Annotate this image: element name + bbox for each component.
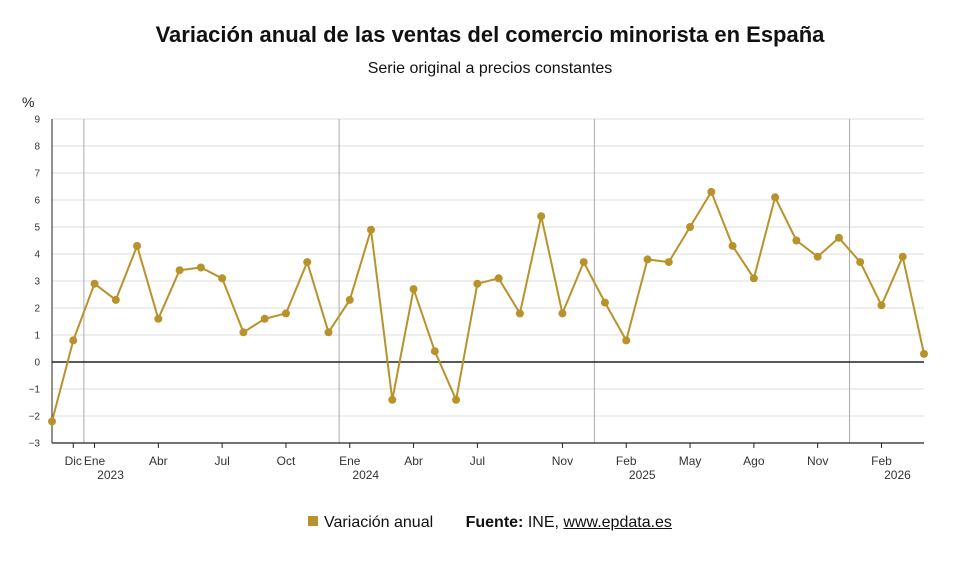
axes (51, 119, 924, 444)
data-point[interactable] (771, 193, 780, 202)
x-tick-year-label: 2025 (629, 468, 656, 482)
data-point[interactable] (90, 279, 99, 288)
data-point[interactable] (558, 309, 567, 318)
data-point[interactable] (388, 395, 397, 404)
y-tick-label: 3 (34, 277, 40, 288)
y-tick-label: 2 (34, 304, 40, 315)
data-point[interactable] (643, 255, 652, 264)
x-tick-label: Dic (65, 454, 82, 468)
data-point[interactable] (218, 274, 227, 283)
data-point[interactable] (664, 258, 673, 267)
data-point[interactable] (473, 279, 482, 288)
y-tick-label: 6 (34, 196, 40, 207)
data-point[interactable] (749, 274, 758, 283)
y-tick-label: 1 (34, 331, 40, 342)
x-tick-label: Oct (277, 454, 296, 468)
chart-title: Variación anual de las ventas del comerc… (155, 22, 825, 47)
data-point[interactable] (281, 309, 290, 318)
x-tick-label: Ene (84, 454, 106, 468)
data-point[interactable] (239, 328, 248, 337)
x-tick-label: Feb (616, 454, 637, 468)
data-point[interactable] (898, 252, 907, 261)
legend-label: Variación anual (324, 514, 434, 531)
x-tick-year-label: 2024 (352, 468, 379, 482)
y-tick-label: 8 (34, 142, 40, 153)
y-tick-label: −2 (29, 412, 41, 423)
data-point[interactable] (111, 295, 120, 304)
data-point[interactable] (154, 314, 163, 323)
x-tick-label: Jul (214, 454, 229, 468)
x-tick-label: Feb (871, 454, 892, 468)
legend-swatch (308, 516, 319, 526)
data-point[interactable] (686, 223, 695, 231)
series-line (51, 190, 925, 422)
data-point[interactable] (792, 236, 801, 245)
x-tick-label: Abr (149, 454, 168, 468)
data-point[interactable] (303, 258, 312, 267)
source-label: Fuente: (465, 514, 524, 531)
legend: Variación anual Fuente: INE, www.epdata.… (0, 514, 980, 532)
source-link[interactable]: www.epdata.es (563, 514, 672, 531)
y-tick-label: 7 (34, 169, 40, 180)
data-point[interactable] (494, 274, 503, 283)
x-tick-label: Nov (807, 454, 828, 468)
data-point[interactable] (367, 225, 376, 234)
data-point[interactable] (175, 266, 184, 275)
x-tick-label: Ene (339, 454, 361, 468)
data-point[interactable] (600, 298, 609, 307)
y-tick-label: 0 (34, 358, 40, 369)
data-point[interactable] (515, 309, 524, 318)
y-axis-label: % (22, 94, 34, 110)
year-dividers (83, 119, 851, 443)
series-variacion-anual (48, 187, 928, 426)
data-point[interactable] (537, 212, 546, 221)
data-point[interactable] (452, 395, 461, 404)
x-tick-label: Jul (470, 454, 485, 468)
x-tick-label: Nov (552, 454, 573, 468)
data-point[interactable] (345, 295, 354, 304)
y-tick-label: 4 (34, 250, 40, 261)
data-point[interactable] (707, 187, 716, 196)
x-tick-label: Abr (404, 454, 423, 468)
data-point[interactable] (409, 285, 418, 294)
y-tick-labels: −3 −2 −1 0 1 2 3 4 5 6 7 8 9 (29, 115, 41, 450)
data-point[interactable] (196, 263, 205, 272)
y-tick-label: −1 (29, 385, 41, 396)
source-text: INE, (527, 514, 559, 531)
data-point[interactable] (69, 336, 78, 345)
x-tick-year-label: 2026 (884, 468, 911, 482)
y-tick-label: 5 (34, 223, 40, 234)
data-point[interactable] (856, 258, 865, 267)
data-point[interactable] (324, 328, 333, 337)
data-point[interactable] (728, 241, 737, 250)
data-point[interactable] (834, 233, 843, 242)
data-point[interactable] (622, 336, 631, 345)
x-tick-label: May (679, 454, 702, 468)
data-point[interactable] (813, 252, 822, 261)
x-tick-year-label: 2023 (97, 468, 124, 482)
x-tick-label: Ago (743, 454, 765, 468)
data-point[interactable] (133, 241, 142, 250)
data-point[interactable] (920, 349, 928, 358)
chart-subtitle: Serie original a precios constantes (367, 60, 613, 77)
y-tick-label: −3 (29, 439, 41, 450)
data-point[interactable] (48, 417, 56, 426)
data-point[interactable] (430, 347, 439, 356)
data-point[interactable] (579, 258, 588, 267)
data-point[interactable] (260, 314, 269, 323)
y-tick-label: 9 (34, 115, 40, 126)
data-point[interactable] (877, 301, 886, 310)
